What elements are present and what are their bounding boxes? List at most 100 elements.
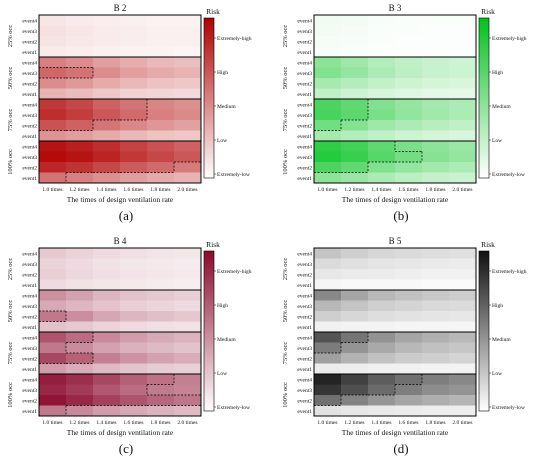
row-label: event4 — [22, 19, 37, 25]
heatmap-cell — [314, 25, 342, 37]
heatmap-cell — [147, 405, 175, 417]
heatmap-cell — [93, 353, 121, 364]
heatmap-cell — [66, 258, 94, 270]
heatmap-cell — [449, 109, 477, 121]
heatmap-cell — [341, 67, 369, 79]
heatmap-cell — [314, 384, 342, 396]
heatmap-cell — [93, 311, 121, 322]
heatmap-cell — [147, 374, 175, 385]
heatmap-cell — [66, 120, 94, 131]
x-tick-label: 1.2 times — [69, 420, 89, 426]
heatmap-cell — [66, 88, 94, 100]
heatmap-cell — [395, 353, 423, 364]
heatmap-cell — [174, 88, 202, 100]
heatmap-cell — [93, 162, 121, 173]
heatmap-cell — [368, 130, 396, 142]
legend-label: Extremely-high — [492, 36, 527, 42]
heatmap-cell — [341, 384, 369, 396]
heatmap-cell — [66, 311, 94, 322]
row-label: event4 — [22, 336, 37, 342]
heatmap-cell — [449, 342, 477, 354]
heatmap-cell — [314, 321, 342, 333]
heatmap-cell — [395, 290, 423, 301]
heatmap-cell — [174, 363, 202, 375]
panel-label: (b) — [393, 208, 408, 223]
row-label: event1 — [22, 176, 37, 182]
heatmap-cell — [147, 162, 175, 173]
panel-title: B 4 — [114, 236, 127, 246]
heatmap-cell — [449, 99, 477, 110]
heatmap-cell — [174, 57, 202, 68]
heatmap-cell — [147, 395, 175, 406]
group-label: 100% occ — [282, 149, 289, 175]
heatmap-cell — [368, 172, 396, 184]
heatmap-cell — [449, 172, 477, 184]
heatmap-cell — [120, 248, 148, 259]
heatmap-cell — [368, 67, 396, 79]
heatmap-cell — [120, 300, 148, 312]
heatmap-cell — [449, 395, 477, 406]
heatmap-cell — [314, 405, 342, 417]
heatmap-cell — [147, 258, 175, 270]
heatmap-cell — [39, 36, 67, 47]
heatmap-cell — [395, 151, 423, 163]
heatmap-cell — [314, 88, 342, 100]
heatmap-cell — [314, 162, 342, 173]
heatmap-cell — [147, 67, 175, 79]
heatmap-cell — [314, 78, 342, 89]
heatmap-cell — [314, 15, 342, 26]
heatmap-cell — [368, 78, 396, 89]
heatmap-cell — [147, 353, 175, 364]
heatmap-cell — [341, 109, 369, 121]
heatmap-cell — [93, 395, 121, 406]
x-tick-label: 1.2 times — [344, 420, 364, 426]
heatmap-cell — [66, 353, 94, 364]
row-label: event3 — [297, 388, 312, 394]
heatmap-cell — [93, 99, 121, 110]
heatmap-cell — [314, 311, 342, 322]
row-label: event3 — [297, 29, 312, 35]
heatmap-cell — [422, 130, 450, 142]
heatmap-cell — [341, 405, 369, 417]
group-label: 50% occ — [7, 300, 14, 323]
heatmap-cell — [66, 374, 94, 385]
heatmap-cell — [395, 88, 423, 100]
heatmap-cell — [449, 25, 477, 37]
heatmap-cell — [120, 99, 148, 110]
heatmap-cell — [422, 15, 450, 26]
heatmap-cell — [147, 248, 175, 259]
heatmap-cell — [39, 67, 67, 79]
heatmap-cell — [66, 162, 94, 173]
heatmap-cell — [368, 57, 396, 68]
legend-label: Extremely-low — [492, 405, 525, 411]
heatmap-cell — [120, 46, 148, 58]
heatmap-cell — [39, 78, 67, 89]
row-label: event4 — [22, 252, 37, 258]
heatmap-cell — [147, 290, 175, 301]
heatmap-cell — [174, 15, 202, 26]
heatmap-cell — [422, 172, 450, 184]
heatmap-cell — [93, 109, 121, 121]
row-label: event1 — [297, 325, 312, 331]
x-tick-label: 1.8 times — [425, 420, 445, 426]
heatmap-cell — [422, 395, 450, 406]
heatmap-cell — [174, 130, 202, 142]
heatmap-cell — [449, 300, 477, 312]
heatmap-cell — [93, 36, 121, 47]
row-label: event2 — [297, 166, 312, 172]
row-label: event2 — [297, 273, 312, 279]
heatmap-cell — [449, 78, 477, 89]
heatmap-cell — [368, 374, 396, 385]
heatmap-cell — [39, 332, 67, 343]
row-label: event4 — [297, 19, 312, 25]
heatmap-panel-1: B 3 event4 event3 event2 event1 25% occ event4… — [282, 3, 527, 223]
heatmap-cell — [120, 172, 148, 184]
heatmap-cell — [39, 57, 67, 68]
heatmap-cell — [120, 88, 148, 100]
heatmap-cell — [66, 363, 94, 375]
heatmap-cell — [395, 15, 423, 26]
heatmap-cell — [39, 120, 67, 131]
heatmap-cell — [395, 342, 423, 354]
row-label: event1 — [297, 409, 312, 415]
heatmap-cell — [174, 290, 202, 301]
